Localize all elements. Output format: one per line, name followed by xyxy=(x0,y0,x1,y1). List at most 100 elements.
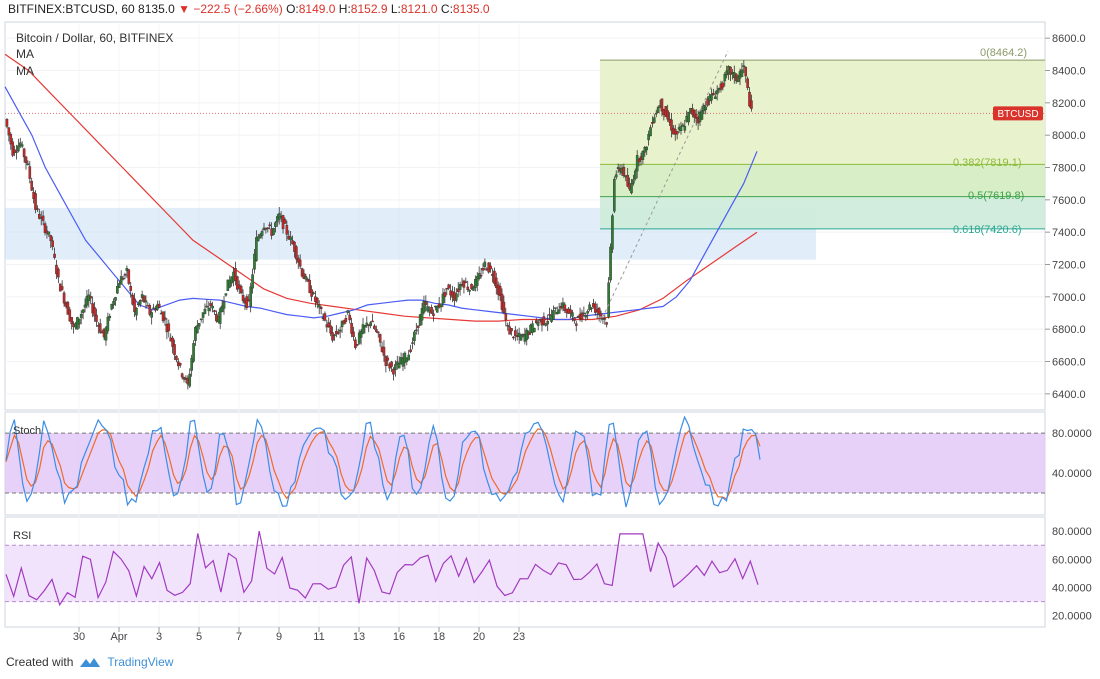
fib-label-5: 0.5(7619.8) xyxy=(968,190,1024,202)
candle-body xyxy=(9,134,13,145)
low-value: 8121.0 xyxy=(400,2,438,16)
candle-body xyxy=(142,295,146,303)
time-tick-label: 30 xyxy=(73,631,85,643)
candle-body xyxy=(138,300,142,305)
candle-body xyxy=(394,364,397,370)
candle-body xyxy=(635,155,639,172)
candle-body xyxy=(563,304,567,312)
candle-body xyxy=(60,286,64,290)
candle-body xyxy=(129,286,133,291)
candle-body xyxy=(470,283,473,290)
candle-body xyxy=(546,321,549,325)
candle-body xyxy=(666,110,669,120)
candle-body xyxy=(611,215,614,250)
fib-label-382: 0.382(7819.1) xyxy=(953,157,1022,169)
candle-body xyxy=(382,346,386,356)
candle-body xyxy=(633,170,637,180)
candle-body xyxy=(154,309,157,311)
candle-body xyxy=(390,361,393,367)
candle-body xyxy=(355,343,359,346)
fib-anchor-line xyxy=(599,50,729,324)
candle-body xyxy=(594,303,597,313)
candle-body xyxy=(605,322,609,325)
candle-body xyxy=(272,228,275,235)
change-value: −222.5 (−2.66%) xyxy=(193,2,283,16)
price-tick-label: 8600.0 xyxy=(1052,33,1086,45)
candle-body xyxy=(15,151,18,153)
candle-body xyxy=(285,225,289,235)
price-tick-label: 6800.0 xyxy=(1052,324,1086,336)
candle-body xyxy=(13,149,16,153)
candle-body xyxy=(190,357,193,371)
candle-body xyxy=(26,163,30,165)
candle-body xyxy=(239,286,243,294)
candle-body xyxy=(298,259,302,267)
symbol-label: BITFINEX:BTCUSD, 60 xyxy=(8,2,135,16)
time-tick-label: 20 xyxy=(473,631,485,643)
candle-body xyxy=(441,293,445,304)
last-price: 8135.0 xyxy=(138,2,175,16)
candle-body xyxy=(178,363,182,366)
candle-body xyxy=(144,300,148,303)
candle-body xyxy=(574,323,578,326)
time-tick-label: 7 xyxy=(236,631,242,643)
fib-zone-mid xyxy=(600,164,1045,197)
candle-body xyxy=(308,279,311,293)
candle-body xyxy=(654,112,658,115)
candle-body xyxy=(218,308,222,324)
candle-body xyxy=(384,355,388,366)
candle-body xyxy=(443,292,447,297)
close-label: C: xyxy=(440,2,453,16)
candle-body xyxy=(371,320,374,323)
candle-body xyxy=(199,318,203,320)
candle-body xyxy=(211,305,214,309)
candle-body xyxy=(506,324,510,327)
time-tick-label: 13 xyxy=(353,631,365,643)
footer-brand[interactable]: TradingView xyxy=(107,655,174,669)
candle-body xyxy=(283,219,287,224)
candle-body xyxy=(224,293,228,296)
candle-body xyxy=(597,307,601,315)
time-tick-label: 18 xyxy=(433,631,445,643)
candle-body xyxy=(41,215,45,221)
candle-body xyxy=(588,304,591,310)
candle-body xyxy=(510,328,513,332)
candle-body xyxy=(715,90,719,95)
candle-body xyxy=(329,325,332,334)
candle-body xyxy=(456,288,460,292)
fib-label-618: 0.618(7420.6) xyxy=(953,224,1022,236)
candle-body xyxy=(512,336,515,339)
candle-body xyxy=(289,236,292,241)
candle-body xyxy=(544,323,548,326)
candle-body xyxy=(403,352,407,363)
candle-body xyxy=(196,325,199,334)
candle-body xyxy=(331,332,334,341)
fib-zone-lower xyxy=(600,196,1045,229)
candle-body xyxy=(350,323,353,334)
candle-body xyxy=(150,312,153,318)
candle-body xyxy=(66,301,70,315)
candle-body xyxy=(395,361,399,365)
candle-body xyxy=(300,268,304,277)
time-tick-label: Apr xyxy=(110,631,127,643)
candle-body xyxy=(424,301,428,305)
candle-body xyxy=(430,306,433,314)
time-tick-label: 3 xyxy=(156,631,162,643)
candle-body xyxy=(236,276,239,290)
price-tick-label: 8000.0 xyxy=(1052,130,1086,142)
candle-body xyxy=(207,307,211,312)
candle-body xyxy=(127,269,131,284)
candle-body xyxy=(312,292,315,294)
candle-body xyxy=(415,329,418,332)
rsi-tick-label: 40.0000 xyxy=(1052,583,1092,595)
high-label: H: xyxy=(338,2,351,16)
candle-body xyxy=(426,306,430,312)
candle-body xyxy=(194,327,197,341)
candle-body xyxy=(260,231,264,236)
candle-body xyxy=(407,354,411,361)
candle-body xyxy=(721,82,725,88)
price-tick-label: 7400.0 xyxy=(1052,227,1086,239)
candle-body xyxy=(173,344,176,356)
candle-body xyxy=(336,331,340,334)
